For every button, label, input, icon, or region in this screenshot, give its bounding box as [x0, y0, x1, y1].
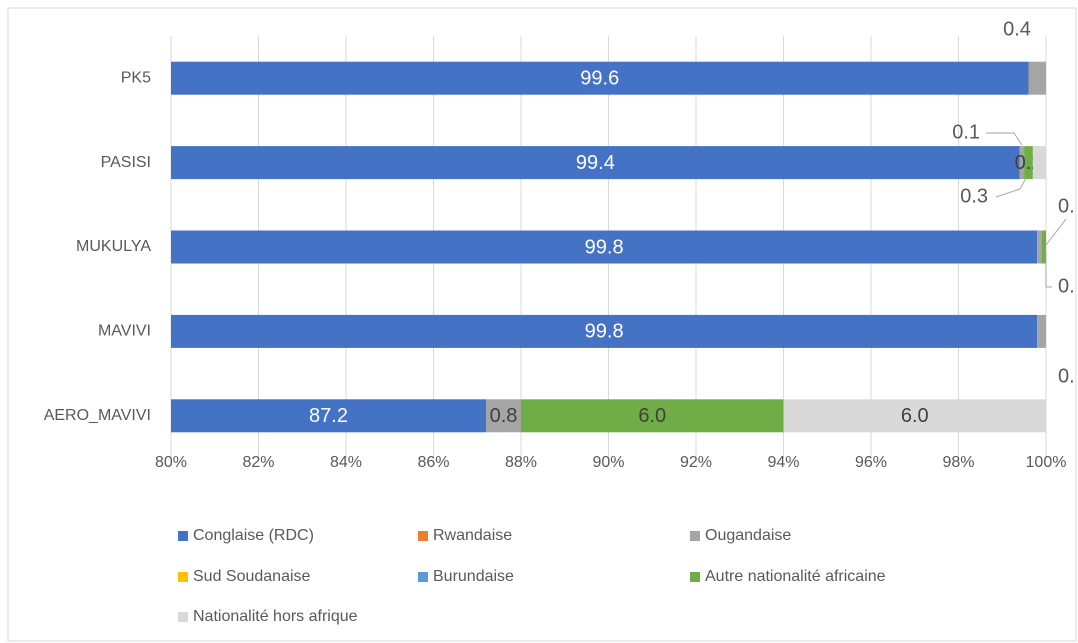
data-label: 0.3	[960, 185, 988, 207]
leader-line	[1045, 218, 1067, 246]
data-label: 6.0	[901, 405, 929, 427]
bar-segment	[171, 61, 1029, 95]
bar-segment	[1037, 230, 1042, 264]
data-label: 0.	[1058, 365, 1075, 387]
bar-segment	[486, 399, 521, 433]
x-tick-label: 80%	[155, 454, 187, 471]
leader-line	[995, 177, 1027, 198]
x-tick-label: 84%	[330, 454, 362, 471]
data-label: 0.	[1058, 195, 1075, 217]
bar-segment	[1024, 146, 1033, 180]
legend-swatch	[178, 612, 188, 622]
legend-label: Sud Soudanaise	[193, 568, 311, 585]
data-label: 0.1	[952, 121, 980, 143]
legend-label: Burundaise	[433, 568, 514, 585]
data-label: 87.2	[309, 405, 348, 427]
data-label: 0.4	[1003, 18, 1031, 40]
x-tick-label: 98%	[942, 454, 974, 471]
leader-line	[986, 132, 1023, 146]
x-tick-label: 100%	[1026, 454, 1067, 471]
legend-label: Nationalité hors afrique	[193, 608, 358, 625]
y-tick-label: PASISI	[101, 154, 151, 171]
bar-segment	[171, 399, 486, 433]
data-label: 99.8	[585, 321, 624, 343]
data-label: 99.8	[585, 236, 624, 258]
bar-segment	[1032, 146, 1046, 180]
data-label: 99.6	[580, 67, 619, 89]
bar-segment	[521, 399, 784, 433]
bar-segment	[171, 230, 1038, 264]
y-tick-label: PK5	[121, 69, 151, 86]
x-tick-label: 90%	[592, 454, 624, 471]
bar-segment	[1037, 314, 1046, 348]
data-label: 99.4	[576, 152, 615, 174]
legend-label: Ougandaise	[705, 527, 791, 544]
data-label: 0.8	[490, 405, 518, 427]
y-tick-label: MUKULYA	[76, 238, 151, 255]
data-label: 6.0	[638, 405, 666, 427]
legend-swatch	[418, 531, 428, 541]
x-tick-label: 86%	[417, 454, 449, 471]
bar-segment	[1041, 230, 1046, 264]
y-tick-label: MAVIVI	[98, 323, 151, 340]
bar-segment	[171, 146, 1020, 180]
legend-swatch	[690, 572, 700, 582]
legend-label: Autre nationalité africaine	[705, 568, 886, 585]
legend-swatch	[418, 572, 428, 582]
x-tick-label: 88%	[505, 454, 537, 471]
x-tick-label: 94%	[767, 454, 799, 471]
bar-segment	[1028, 61, 1046, 95]
legend-swatch	[178, 531, 188, 541]
bar-segment	[1019, 146, 1025, 180]
x-tick-label: 96%	[855, 454, 887, 471]
legend-swatch	[178, 572, 188, 582]
leader-line	[1045, 250, 1052, 288]
legend-label: Conglaise (RDC)	[193, 527, 314, 544]
x-tick-label: 82%	[242, 454, 274, 471]
y-tick-label: AERO_MAVIVI	[44, 407, 151, 424]
legend-swatch	[690, 531, 700, 541]
data-label: 0.	[1058, 275, 1075, 297]
x-tick-label: 92%	[680, 454, 712, 471]
bar-segment	[783, 399, 1046, 433]
bar-segment	[171, 314, 1038, 348]
legend-label: Rwandaise	[433, 527, 512, 544]
